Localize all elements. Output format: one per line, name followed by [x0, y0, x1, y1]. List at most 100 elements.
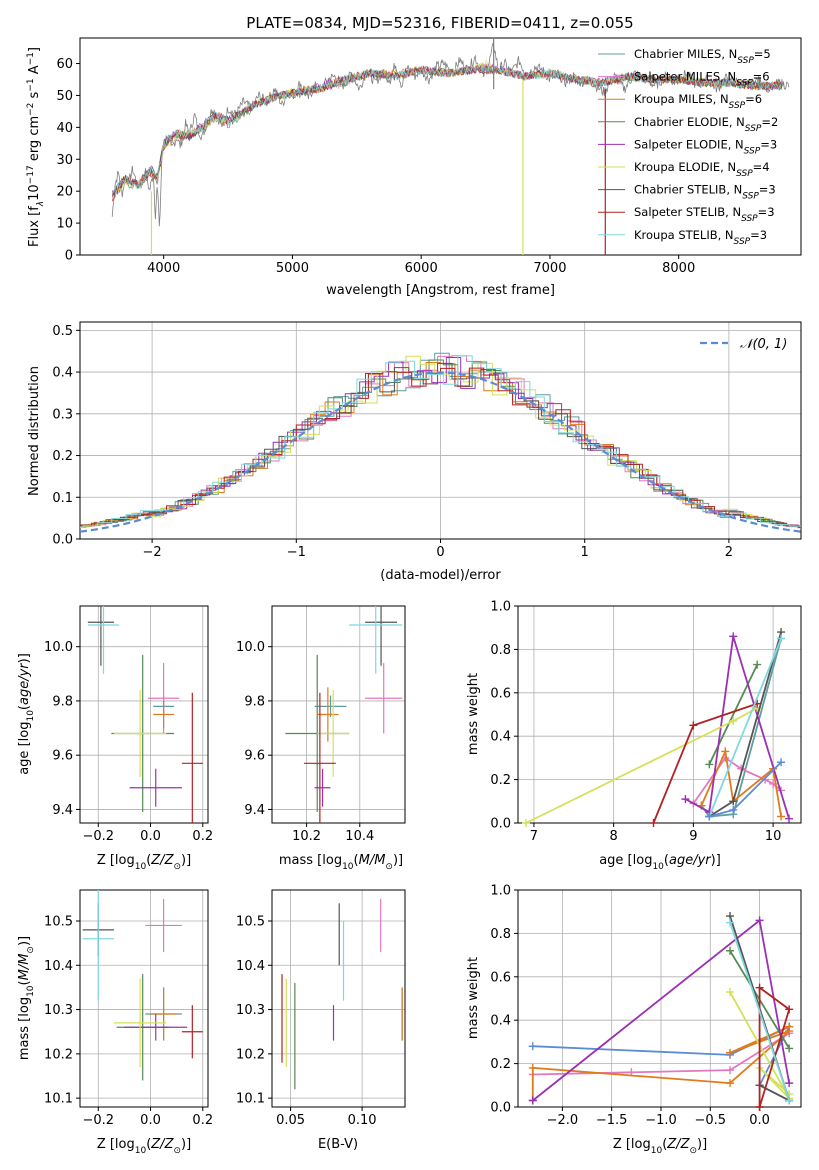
clip-group-cmass_vs_ebv — [281, 898, 403, 1090]
label-part: )] — [181, 1137, 191, 1152]
weight-marker — [726, 1079, 735, 1088]
age-vs-z-ylabel: age [log10(age/yr)] — [17, 653, 36, 775]
mass-vs-z-xlabel: Z [log10(Z/Z⊙)] — [97, 1137, 191, 1156]
legend-label: Salpeter ELODIE, NSSP=3 — [634, 137, 777, 156]
label-part: Kroupa MILES, N — [634, 92, 729, 106]
y-tick-label: 9.4 — [244, 803, 265, 818]
label-part: mass [log — [279, 853, 342, 868]
label-part: =3 — [750, 228, 767, 242]
axes-frame — [79, 605, 209, 824]
hist-ylabel: Normed distribution — [27, 366, 42, 496]
y-tick-label: 0.5 — [52, 324, 73, 339]
label-part: SSP — [734, 237, 751, 247]
x-tick-label: −2.0 — [547, 1113, 579, 1128]
label-part: ( — [662, 1137, 667, 1152]
weight-marker — [777, 812, 786, 821]
label-part: ( — [664, 853, 669, 868]
x-tick-label: 2 — [725, 545, 733, 560]
label-part: −1 — [26, 52, 36, 65]
label-part: Kroupa STELIB, N — [634, 228, 734, 242]
clip-group-cage_vs_Z — [87, 606, 203, 823]
y-tick-label: 0.0 — [52, 533, 73, 548]
plot-area — [80, 606, 208, 823]
figure-title: PLATE=0834, MJD=52316, FIBERID=0411, z=0… — [246, 14, 633, 32]
mass-vs-z-ylabel: mass [log10(M/M⊙)] — [17, 936, 36, 1060]
label-part: SSP — [745, 124, 762, 134]
label-part: =6 — [745, 92, 762, 106]
x-tick-label: 0.10 — [348, 1113, 377, 1128]
label-part: ⊙ — [385, 862, 393, 872]
legend-label: Salpeter STELIB, NSSP=3 — [634, 205, 775, 224]
label-part: 10 — [26, 710, 36, 722]
label-part: )] — [181, 853, 191, 868]
y-tick-label: 1.0 — [490, 600, 511, 615]
y-tick-label: 10.2 — [44, 1047, 73, 1062]
x-tick-label: 0.0 — [140, 1113, 161, 1128]
y-tick-label: 10.2 — [236, 1047, 265, 1062]
x-tick-label: 0.05 — [276, 1113, 305, 1128]
label-part: Chabrier ELODIE, N — [634, 115, 745, 129]
weight-marker — [785, 1005, 794, 1014]
label-part: 10 — [135, 862, 147, 872]
y-tick-label: 9.4 — [52, 803, 73, 818]
label-part: ⊙ — [26, 946, 36, 954]
hist-kroupa-stelib — [80, 355, 801, 528]
y-tick-label: 10.5 — [236, 915, 265, 930]
weight-marker — [721, 747, 730, 756]
weight-marker — [729, 797, 738, 806]
y-tick-label: 0.2 — [490, 773, 511, 788]
y-tick-label: 1.0 — [490, 884, 511, 899]
legend-label: Kroupa MILES, NSSP=6 — [634, 92, 762, 111]
x-tick-label: 9 — [689, 829, 697, 844]
label-part: 10 — [27, 184, 42, 201]
label-part: )] — [697, 1137, 707, 1152]
label-part: M/M — [359, 853, 386, 868]
label-part: SSP — [729, 101, 746, 111]
weight-marker — [681, 795, 690, 804]
weight-marker — [753, 660, 762, 669]
label-part: −2 — [26, 103, 36, 116]
label-part: ( — [146, 853, 151, 868]
legend-label: Chabrier MILES, NSSP=5 — [634, 47, 771, 66]
axes-frame — [271, 889, 406, 1108]
label-part: 10 — [26, 985, 36, 997]
x-tick-label: 10.4 — [345, 829, 374, 844]
y-tick-label: 60 — [56, 57, 73, 72]
label-part: Kroupa ELODIE, N — [634, 160, 736, 174]
y-tick-label: 0 — [65, 249, 73, 264]
label-part: =5 — [754, 47, 771, 61]
weight-marker — [726, 987, 735, 996]
weight-marker — [729, 632, 738, 641]
label-part: =3 — [759, 183, 776, 197]
label-part: Salpeter MILES, N — [634, 70, 736, 84]
label-part: age [log — [17, 722, 32, 775]
weight-marker — [755, 1103, 764, 1111]
spectrum-model-kroupa-stelib — [111, 65, 782, 195]
label-part: ⊙ — [173, 862, 181, 872]
label-part: mass [log — [17, 997, 32, 1060]
y-tick-label: 50 — [56, 89, 73, 104]
label-part: A — [27, 65, 42, 78]
clip-group-cweight_vs_Z — [528, 912, 794, 1111]
label-part: SSP — [736, 79, 753, 89]
axes-frame — [79, 37, 802, 256]
clip-group-cweight_vs_age — [521, 628, 794, 827]
label-part: ⊙ — [689, 1146, 697, 1156]
label-part: λ — [36, 201, 46, 207]
axes-weight_vs_age: 7 8 9 10 0.0 0.2 0.4 0.6 0.8 1.0 — [490, 600, 802, 844]
y-tick-label: 10.4 — [44, 959, 73, 974]
weight-vs-age-xlabel: age [log10(age/yr)] — [599, 853, 721, 872]
legend-label: Chabrier ELODIE, NSSP=2 — [634, 115, 778, 134]
y-tick-label: 0.3 — [52, 407, 73, 422]
axes-frame — [517, 889, 802, 1108]
weight-line-kroupa-stelib — [708, 638, 782, 817]
y-tick-label: 0.1 — [52, 491, 73, 506]
label-part: SSP — [737, 56, 754, 66]
y-tick-label: 10.3 — [236, 1003, 265, 1018]
axes-age_vs_mass: 10.2 10.4 9.4 9.6 9.8 10.0 — [236, 605, 406, 844]
label-part: =2 — [761, 115, 778, 129]
label-part: ( — [17, 705, 32, 710]
y-tick-label: 20 — [56, 185, 73, 200]
label-part: SSP — [744, 146, 761, 156]
